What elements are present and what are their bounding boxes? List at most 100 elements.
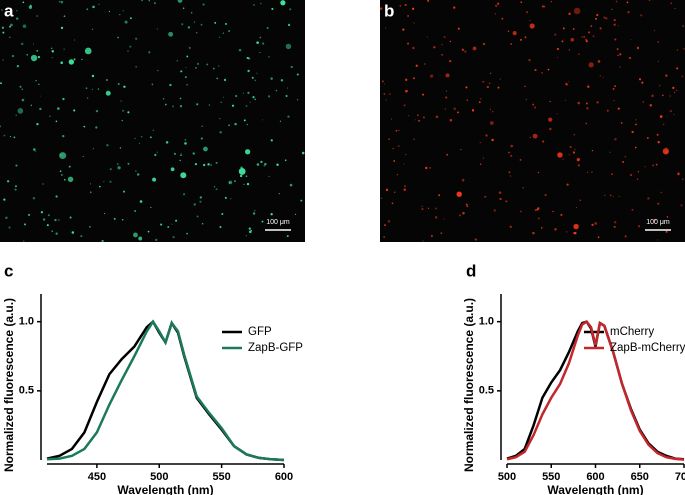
particle bbox=[387, 220, 391, 223]
particle bbox=[221, 213, 224, 216]
particle bbox=[459, 214, 462, 217]
particle bbox=[117, 83, 120, 86]
particle bbox=[256, 72, 258, 74]
particle bbox=[160, 223, 163, 226]
particle bbox=[170, 167, 175, 172]
particle bbox=[573, 223, 579, 230]
particle bbox=[497, 2, 500, 5]
particle bbox=[60, 61, 63, 64]
x-tick-label: 600 bbox=[586, 471, 604, 483]
particle bbox=[8, 226, 11, 229]
particle bbox=[415, 64, 418, 67]
particle bbox=[16, 10, 18, 12]
particle bbox=[441, 53, 443, 56]
particle bbox=[457, 111, 459, 114]
particle bbox=[213, 186, 216, 188]
particle bbox=[384, 27, 387, 29]
particle bbox=[172, 105, 175, 108]
particle bbox=[135, 170, 137, 172]
particle bbox=[202, 3, 205, 6]
particle bbox=[121, 219, 124, 221]
particle bbox=[235, 95, 238, 98]
particle bbox=[223, 78, 227, 82]
particle bbox=[554, 228, 557, 231]
particle bbox=[619, 53, 622, 56]
particle bbox=[219, 131, 222, 134]
particle bbox=[427, 207, 430, 210]
particle bbox=[656, 133, 659, 136]
particle bbox=[599, 75, 601, 77]
particle bbox=[184, 142, 187, 145]
particle bbox=[392, 147, 394, 150]
particle bbox=[494, 13, 497, 15]
particle bbox=[380, 197, 383, 200]
particle bbox=[285, 43, 292, 50]
particle bbox=[300, 199, 303, 202]
particle bbox=[54, 218, 57, 222]
particle bbox=[0, 82, 2, 85]
particle bbox=[16, 64, 20, 68]
particle bbox=[622, 160, 625, 163]
particle bbox=[39, 107, 42, 111]
particle bbox=[89, 191, 92, 194]
particle bbox=[606, 109, 609, 112]
particle bbox=[270, 139, 273, 142]
micrograph bbox=[380, 0, 685, 242]
particle bbox=[30, 54, 38, 62]
particle bbox=[231, 104, 235, 107]
particle bbox=[169, 83, 172, 87]
particle bbox=[640, 14, 643, 17]
particle bbox=[148, 51, 151, 54]
particle bbox=[136, 173, 140, 176]
particle bbox=[444, 108, 446, 110]
particle bbox=[243, 183, 245, 186]
particle bbox=[17, 108, 24, 114]
particle bbox=[510, 43, 512, 45]
particle bbox=[648, 0, 651, 1]
particle bbox=[171, 223, 173, 225]
particle bbox=[560, 213, 563, 216]
particle bbox=[613, 99, 615, 102]
particle bbox=[573, 231, 577, 235]
particle bbox=[201, 125, 203, 127]
particle bbox=[440, 232, 443, 235]
particle bbox=[246, 56, 249, 59]
particle bbox=[588, 31, 591, 34]
particle bbox=[413, 22, 415, 24]
particle bbox=[665, 74, 668, 77]
particle bbox=[280, 79, 284, 82]
particle bbox=[148, 0, 150, 2]
particle bbox=[381, 80, 384, 83]
particle bbox=[268, 175, 270, 178]
particle bbox=[0, 125, 2, 128]
particle bbox=[154, 153, 157, 157]
particle bbox=[9, 36, 11, 38]
particle bbox=[122, 190, 126, 193]
particle bbox=[434, 207, 438, 210]
particle bbox=[575, 206, 578, 209]
particle bbox=[578, 53, 580, 55]
particle bbox=[383, 235, 386, 238]
particle bbox=[220, 101, 222, 104]
particle bbox=[612, 87, 615, 90]
particle bbox=[30, 104, 33, 106]
particle bbox=[636, 178, 639, 180]
particle bbox=[631, 130, 634, 134]
particle bbox=[20, 42, 24, 46]
particle bbox=[109, 168, 112, 171]
particle bbox=[435, 216, 438, 219]
particle bbox=[651, 94, 654, 97]
particle bbox=[150, 136, 152, 139]
particle bbox=[655, 163, 658, 166]
particle bbox=[669, 109, 673, 113]
particle bbox=[185, 66, 187, 69]
particle bbox=[584, 38, 588, 41]
particle bbox=[489, 72, 492, 75]
particle bbox=[541, 227, 543, 229]
particle bbox=[384, 224, 386, 226]
particle bbox=[139, 200, 143, 203]
particle bbox=[471, 109, 475, 112]
particle bbox=[212, 67, 215, 70]
particle bbox=[591, 149, 594, 152]
particle bbox=[68, 59, 75, 65]
